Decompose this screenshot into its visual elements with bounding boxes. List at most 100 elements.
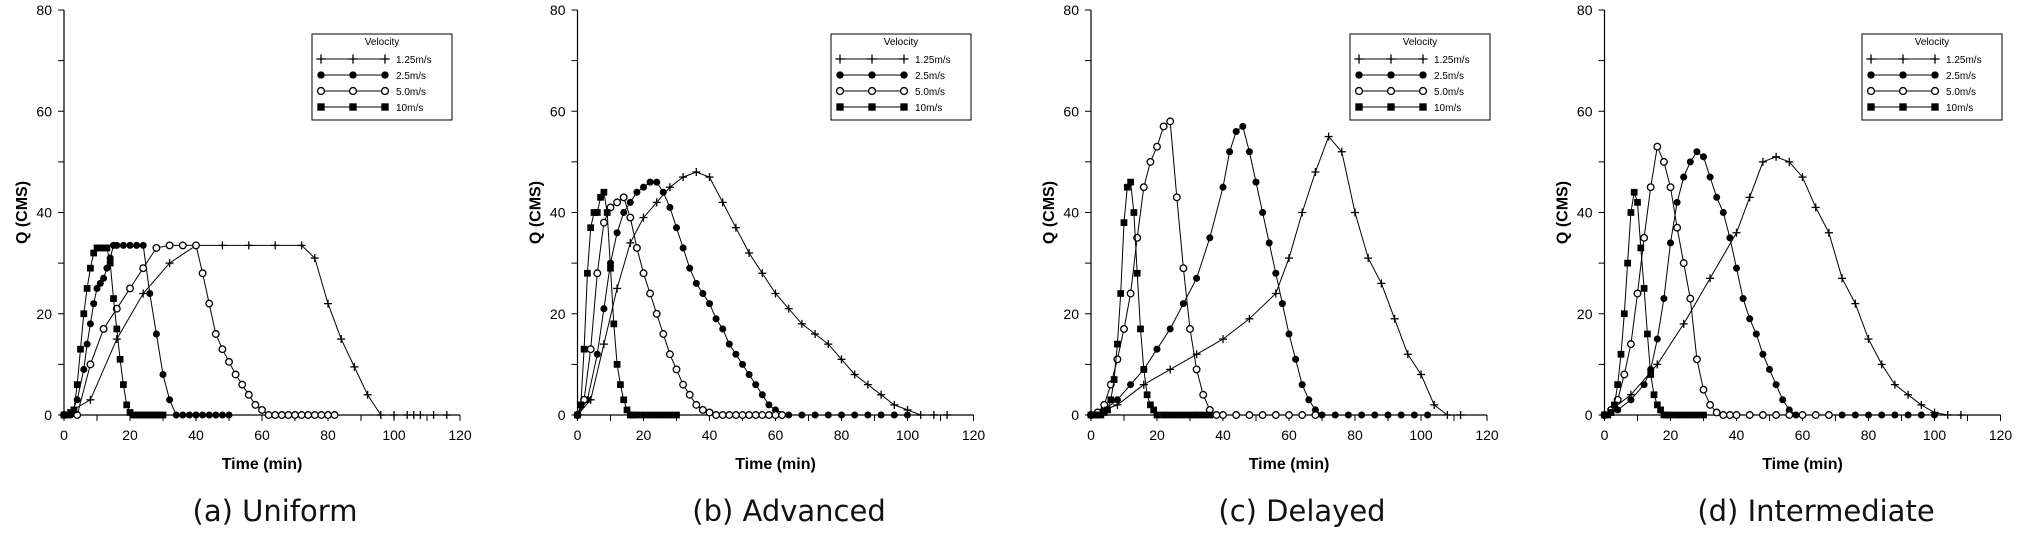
y-axis-label: Q (CMS) (1041, 181, 1058, 244)
data-point (1219, 183, 1227, 191)
legend-label: 10m/s (1434, 103, 1461, 114)
data-point (324, 411, 332, 419)
legend-marker (835, 54, 845, 64)
data-point (1851, 299, 1860, 308)
data-point (632, 243, 641, 252)
data-point (1104, 406, 1111, 414)
data-point (903, 411, 912, 419)
data-point (778, 411, 787, 419)
legend-marker (1867, 71, 1875, 79)
data-point (1726, 234, 1734, 242)
data-point (390, 411, 398, 419)
legend-marker (349, 71, 357, 79)
y-tick-label: 80 (550, 2, 566, 18)
y-tick-label: 80 (1577, 2, 1593, 18)
legend-marker (1898, 86, 1908, 96)
data-point (1765, 365, 1774, 373)
data-point (1824, 228, 1833, 237)
legend-marker (1866, 54, 1876, 64)
legend-marker (1387, 103, 1395, 111)
data-point (613, 198, 622, 207)
data-point (685, 390, 694, 399)
data-point (1650, 391, 1658, 399)
data-point (113, 325, 121, 333)
data-point (607, 264, 614, 272)
x-tick-label: 40 (702, 427, 718, 443)
data-point (1692, 355, 1701, 364)
x-tick-label: 120 (1475, 427, 1499, 443)
x-tick-label: 60 (768, 427, 784, 443)
y-tick-label: 0 (558, 407, 566, 423)
data-point (1456, 411, 1465, 419)
legend-marker (1899, 71, 1907, 79)
data-point (103, 244, 111, 252)
data-point (626, 213, 635, 222)
data-point (1719, 208, 1727, 217)
data-point (1772, 152, 1781, 161)
data-point (1864, 411, 1873, 419)
data-point (1186, 324, 1194, 333)
y-axis-label: Q (CMS) (14, 181, 31, 244)
data-point (166, 396, 174, 404)
data-point (1653, 142, 1662, 151)
data-point (1700, 411, 1707, 419)
data-point (665, 350, 674, 359)
data-point (1798, 411, 1807, 419)
data-point (1627, 209, 1635, 216)
data-point (758, 269, 767, 278)
legend-label: 2.5m/s (1946, 71, 1976, 82)
data-point (620, 396, 628, 404)
legend-marker (836, 71, 844, 79)
data-point (416, 411, 425, 419)
chart-panel-d: 0 20 40 60 80 0 20 40 60 80 100 120 Time (min) Q (CMS… (1555, 2, 2013, 473)
data-point (593, 350, 601, 358)
x-axis-label: Time (min) (1249, 456, 1330, 473)
data-point (330, 411, 339, 419)
data-point (1358, 411, 1366, 419)
data-point (1706, 400, 1715, 409)
legend-marker (381, 103, 389, 111)
data-point (837, 355, 846, 364)
data-point (1759, 350, 1767, 358)
data-point (1311, 168, 1320, 176)
data-point (1772, 381, 1780, 389)
legend: Velocity 1.25m/s 2.5m/s 5.0m/s 10m/s (1861, 33, 2003, 121)
data-point (626, 198, 634, 206)
data-point (1126, 289, 1135, 298)
data-point (83, 285, 91, 292)
x-tick-label: 20 (1663, 427, 1679, 443)
data-point (1130, 209, 1138, 216)
data-point (350, 362, 359, 371)
legend-marker (1419, 103, 1427, 111)
data-point (205, 411, 213, 419)
data-point (1699, 153, 1708, 161)
x-axis-label: Time (min) (735, 456, 816, 473)
data-point (738, 360, 747, 368)
data-point (732, 350, 740, 358)
data-point (929, 411, 938, 419)
data-point (610, 320, 618, 328)
data-point (1673, 198, 1681, 206)
series-filled-square (1087, 178, 1214, 419)
data-point (310, 411, 319, 419)
legend-marker (348, 86, 358, 96)
data-point (1634, 199, 1641, 206)
data-point (1430, 400, 1439, 409)
data-point (106, 259, 114, 267)
legend-marker (1930, 86, 1940, 96)
data-point (1653, 401, 1661, 409)
data-point (738, 411, 747, 419)
data-point (653, 178, 661, 186)
y-axis-label: Q (CMS) (528, 181, 545, 244)
data-point (1245, 411, 1254, 419)
data-point (199, 411, 207, 419)
data-point (1732, 264, 1741, 272)
data-point (1153, 345, 1161, 353)
data-point (916, 411, 925, 419)
x-tick-label: 100 (896, 427, 920, 443)
data-point (659, 330, 668, 338)
data-point (271, 241, 280, 250)
data-point (1113, 396, 1121, 404)
data-point (159, 411, 167, 419)
data-point (864, 411, 872, 419)
